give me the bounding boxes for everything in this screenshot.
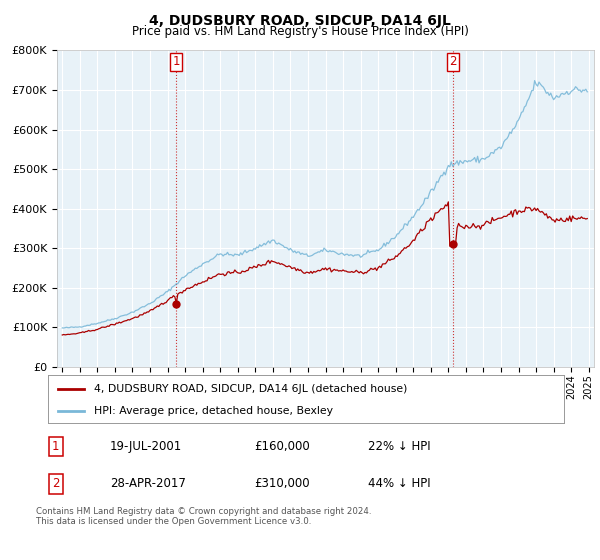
- Text: £160,000: £160,000: [254, 440, 310, 453]
- Text: 4, DUDSBURY ROAD, SIDCUP, DA14 6JL (detached house): 4, DUDSBURY ROAD, SIDCUP, DA14 6JL (deta…: [94, 384, 408, 394]
- Text: 2: 2: [52, 477, 59, 490]
- Text: Price paid vs. HM Land Registry's House Price Index (HPI): Price paid vs. HM Land Registry's House …: [131, 25, 469, 38]
- Text: 19-JUL-2001: 19-JUL-2001: [110, 440, 182, 453]
- Text: 28-APR-2017: 28-APR-2017: [110, 477, 186, 490]
- Text: £310,000: £310,000: [254, 477, 310, 490]
- Text: HPI: Average price, detached house, Bexley: HPI: Average price, detached house, Bexl…: [94, 406, 334, 416]
- Text: Contains HM Land Registry data © Crown copyright and database right 2024.
This d: Contains HM Land Registry data © Crown c…: [36, 507, 371, 526]
- Text: 22% ↓ HPI: 22% ↓ HPI: [368, 440, 431, 453]
- Text: 1: 1: [52, 440, 59, 453]
- Text: 1: 1: [173, 55, 180, 68]
- Text: 4, DUDSBURY ROAD, SIDCUP, DA14 6JL: 4, DUDSBURY ROAD, SIDCUP, DA14 6JL: [149, 14, 451, 28]
- Text: 44% ↓ HPI: 44% ↓ HPI: [368, 477, 431, 490]
- Text: 2: 2: [449, 55, 457, 68]
